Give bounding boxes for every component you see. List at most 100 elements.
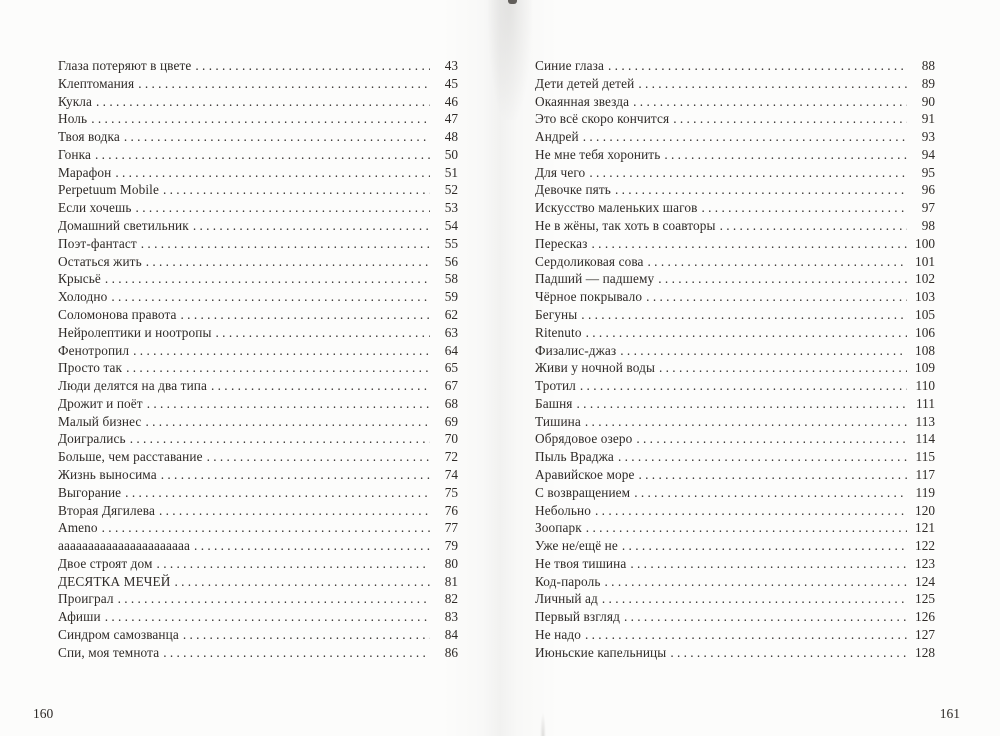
toc-entry-title: Чёрное покрывало: [535, 289, 643, 305]
toc-entry: Выгорание 75: [58, 484, 458, 502]
toc-entry: аааааааааааааааааааааа 79: [58, 537, 458, 555]
toc-entry-page: 77: [444, 520, 458, 536]
dot-leader: [141, 235, 430, 253]
dot-leader: [157, 555, 430, 573]
toc-entry: Пересказ 100: [535, 235, 935, 253]
toc-entry: Падший — падшему 102: [535, 270, 935, 288]
gutter-bottom-shadow: [540, 712, 546, 736]
toc-entry-page: 123: [915, 555, 935, 571]
toc-entry-title: Личный ад: [535, 591, 598, 607]
toc-entry-title: Живи у ночной воды: [535, 360, 655, 376]
toc-entry-title: Холодно: [58, 289, 108, 305]
toc-entry: Личный ад 125: [535, 590, 935, 608]
toc-entry-page: 115: [915, 449, 935, 465]
toc-entry-title: Андрей: [535, 129, 579, 145]
dot-leader: [159, 502, 430, 520]
dot-leader: [720, 217, 907, 235]
toc-entry: Июньские капельницы 128: [535, 644, 935, 662]
toc-entry-page: 103: [915, 289, 935, 305]
toc-entry-title: Доигрались: [58, 431, 126, 447]
toc-entry-title: Гонка: [58, 146, 91, 162]
toc-entry-page: 72: [444, 449, 458, 465]
dot-leader: [111, 288, 430, 306]
toc-entry-page: 106: [915, 324, 935, 340]
toc-entry: Это всё скоро кончится 91: [535, 110, 935, 128]
dot-leader: [211, 377, 430, 395]
toc-entry-page: 93: [921, 129, 935, 145]
toc-entry-title: Марафон: [58, 164, 112, 180]
toc-entry-page: 120: [915, 502, 935, 518]
toc-entry-title: Код-пароль: [535, 573, 601, 589]
dot-leader: [146, 253, 430, 271]
toc-entry: Жизнь выносима 74: [58, 466, 458, 484]
toc-entry-title: ДЕСЯТКА МЕЧЕЙ: [58, 573, 171, 589]
toc-column-left-page: Глаза потеряют в цвете 43 Клептомания 45 Кук…: [58, 57, 458, 662]
toc-entry: Обрядовое озеро 114: [535, 430, 935, 448]
dot-leader: [636, 430, 907, 448]
toc-entry-page: 128: [915, 644, 935, 660]
toc-entry-title: Афиши: [58, 609, 101, 625]
toc-entry: Не надо 127: [535, 626, 935, 644]
toc-entry-title: Не надо: [535, 627, 581, 642]
toc-entry-page: 55: [444, 235, 458, 251]
toc-entry-title: Жизнь выносима: [58, 466, 157, 482]
toc-entry-title: Сердоликовая сова: [535, 253, 644, 269]
dot-leader: [163, 181, 430, 199]
toc-entry-page: 43: [444, 58, 458, 73]
dot-leader: [673, 110, 907, 128]
toc-entry-title: Пересказ: [535, 235, 588, 251]
toc-entry-page: 105: [915, 306, 935, 322]
toc-entry-title: Остаться жить: [58, 253, 142, 269]
toc-entry-title: Синдром самозванца: [58, 627, 179, 642]
toc-entry-page: 52: [444, 182, 458, 198]
dot-leader: [581, 306, 907, 324]
toc-entry-page: 127: [915, 627, 935, 642]
toc-entry-title: аааааааааааааааааааааа: [58, 538, 191, 554]
dot-leader: [124, 128, 430, 146]
toc-entry-page: 122: [915, 538, 935, 554]
toc-entry: Живи у ночной воды 109: [535, 359, 935, 377]
dot-leader: [105, 270, 430, 288]
dot-leader: [634, 484, 907, 502]
toc-entry: Если хочешь 53: [58, 199, 458, 217]
dot-leader: [118, 590, 430, 608]
dot-leader: [639, 466, 908, 484]
dot-leader: [646, 288, 907, 306]
toc-entry-title: Дрожит и поёт: [58, 395, 143, 411]
toc-entry-page: 47: [444, 111, 458, 127]
toc-entry: Вторая Дягилева 76: [58, 502, 458, 520]
toc-entry-title: Твоя водка: [58, 129, 120, 145]
toc-entry-page: 96: [921, 182, 935, 198]
toc-entry-title: Тишина: [535, 413, 581, 429]
toc-entry-page: 121: [915, 520, 935, 536]
dot-leader: [608, 57, 907, 75]
toc-entry: Остаться жить 56: [58, 253, 458, 271]
toc-entry: Пыль Враджа 115: [535, 448, 935, 466]
toc-entry-page: 111: [916, 395, 935, 411]
toc-entry-page: 108: [915, 342, 935, 358]
dot-leader: [133, 342, 430, 360]
toc-entry-title: Синие глаза: [535, 58, 605, 73]
page-number-right: 161: [939, 706, 960, 721]
scan-artifact-mark: [508, 0, 517, 4]
toc-entry-page: 124: [915, 573, 935, 589]
toc-entry: Больше, чем расставание 72: [58, 448, 458, 466]
toc-entry-title: Соломонова правота: [58, 306, 177, 322]
gutter-top-shadow: [488, 0, 532, 120]
toc-entry-page: 56: [444, 253, 458, 269]
toc-entry: Для чего 95: [535, 164, 935, 182]
dot-leader: [115, 164, 430, 182]
toc-entry-title: Двое строят дом: [58, 555, 153, 571]
toc-entry: Двое строят дом 80: [58, 555, 458, 573]
toc-entry: Башня 111: [535, 395, 935, 413]
toc-entry-page: 65: [444, 360, 458, 376]
dot-leader: [96, 93, 430, 111]
toc-entry: Афиши 83: [58, 608, 458, 626]
toc-entry: Дети детей детей 89: [535, 75, 935, 93]
toc-entry: Окаянная звезда 90: [535, 93, 935, 111]
toc-entry: Не мне тебя хоронить 94: [535, 146, 935, 164]
dot-leader: [586, 324, 907, 342]
toc-entry-title: Аравийское море: [535, 466, 635, 482]
toc-entry: Первый взгляд 126: [535, 608, 935, 626]
toc-entry: Холодно 59: [58, 288, 458, 306]
